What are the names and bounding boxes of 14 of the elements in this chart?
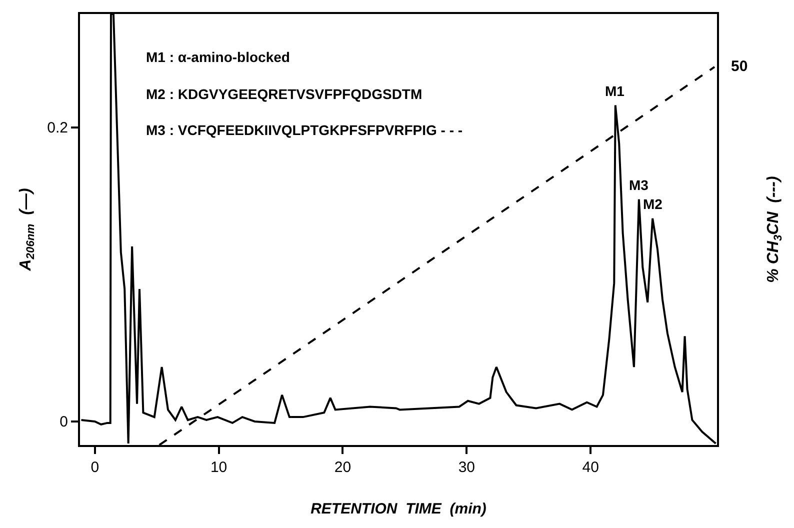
data-label: 50 xyxy=(731,58,748,75)
annotation: M3 xyxy=(629,177,649,193)
annotation: M2 xyxy=(643,196,663,212)
annotation: M2 : KDGVYGEEQRETVSVFPFQDGSDTM xyxy=(146,86,422,102)
annotation: M1 : α-amino-blocked xyxy=(146,49,290,65)
x-tick-label: 40 xyxy=(582,459,599,476)
x-axis-title: RETENTION TIME (min) xyxy=(310,500,486,518)
annotation: M1 xyxy=(605,83,625,99)
x-tick-label: 20 xyxy=(334,459,352,476)
annotation: M3 : VCFQFEEDKIIVQLPTGKPFSFPVRFPIG - - - xyxy=(146,122,463,138)
y-tick-label: 0.2 xyxy=(47,120,68,137)
x-tick-label: 0 xyxy=(90,459,100,476)
x-tick-label: 30 xyxy=(458,459,476,476)
x-tick-label: 10 xyxy=(210,459,228,476)
